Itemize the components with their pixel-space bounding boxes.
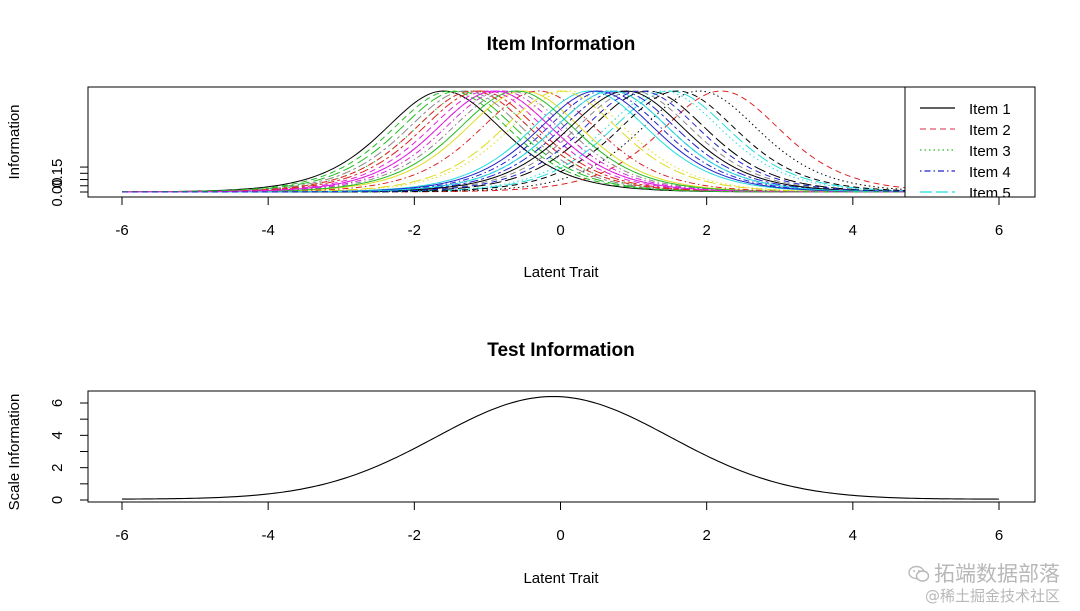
legend-label-item-3: Item 3 xyxy=(969,143,1011,160)
legend-item-3: Item 3 xyxy=(920,143,1011,160)
item-information-title: Item Information xyxy=(487,34,636,55)
legend-item-5: Item 5 xyxy=(920,185,1011,202)
item-curve-20 xyxy=(122,90,999,193)
item-curve-19 xyxy=(121,90,999,193)
item-curve-10 xyxy=(121,90,1000,193)
item-curve-18 xyxy=(121,90,999,193)
item-y-axis: 0.000.15 xyxy=(49,159,89,207)
item-curve-27 xyxy=(122,90,999,193)
test-information-panel: Test Information -6 -4 -2 0 2 4 6 0 2 4 6 Latent … xyxy=(6,340,1036,587)
item-x-tick-label: -4 xyxy=(261,222,274,239)
legend-item-4: Item 4 xyxy=(920,164,1011,181)
legend-label-item-4: Item 4 xyxy=(969,164,1011,181)
legend-box xyxy=(904,86,1036,198)
test-x-tick-label: -4 xyxy=(261,527,274,544)
item-curve-12 xyxy=(122,90,1000,193)
item-curve-32 xyxy=(122,90,1000,193)
item-legend: Item 1 Item 2 Item 3 Item 4 Item 5 xyxy=(904,86,1036,202)
test-y-tick-label: 6 xyxy=(49,399,66,407)
item-curve-31 xyxy=(122,90,1000,193)
item-curve-21 xyxy=(122,90,1000,193)
item-curve-2 xyxy=(122,90,1000,193)
item-x-tick-label: 6 xyxy=(995,222,1003,239)
item-x-tick-label: 4 xyxy=(849,222,857,239)
item-curve-30 xyxy=(121,90,999,193)
item-curve-15 xyxy=(122,90,999,193)
test-x-tick-label: 4 xyxy=(849,527,857,544)
test-x-tick-label: 6 xyxy=(995,527,1003,544)
item-curve-23 xyxy=(122,90,999,193)
test-curve xyxy=(121,395,1000,500)
item-x-axis: -6 -4 -2 0 2 4 6 xyxy=(115,196,1003,239)
item-information-panel: Item Information -6 -4 -2 0 2 4 6 0.000.15 Lat… xyxy=(6,34,1036,281)
legend-item-2: Item 2 xyxy=(920,122,1011,139)
legend-label-item-5: Item 5 xyxy=(969,185,1011,202)
watermark-subtitle: @稀土掘金技术社区 xyxy=(924,587,1060,605)
item-y-tick-label: 0.00 xyxy=(49,177,66,206)
item-curve-5 xyxy=(122,90,1000,193)
item-curve-29 xyxy=(121,90,999,193)
item-curve-28 xyxy=(122,90,999,193)
item-curve-14 xyxy=(122,90,999,193)
legend-label-item-2: Item 2 xyxy=(969,122,1011,139)
legend-item-1: Item 1 xyxy=(920,101,1011,118)
item-curve-6 xyxy=(121,90,999,193)
test-x-tick-label: 0 xyxy=(556,527,564,544)
item-curves xyxy=(121,90,1000,193)
legend-label-item-1: Item 1 xyxy=(969,101,1011,118)
test-y-axis-label: Scale Information xyxy=(6,394,23,511)
wechat-icon xyxy=(908,565,930,582)
item-curve-16 xyxy=(122,90,999,193)
item-curve-26 xyxy=(121,90,999,193)
test-x-tick-label: -2 xyxy=(408,527,421,544)
test-x-tick-label: -6 xyxy=(115,527,128,544)
item-curve-4 xyxy=(122,90,1000,193)
item-curve-17 xyxy=(122,90,1000,193)
item-curve-1 xyxy=(121,90,999,193)
test-y-axis: 0 2 4 6 xyxy=(49,399,89,504)
watermark: 拓端数据部落 @稀土掘金技术社区 xyxy=(908,561,1060,605)
test-y-tick-label: 4 xyxy=(49,431,66,439)
item-curve-3 xyxy=(121,90,999,193)
item-y-axis-label: Information xyxy=(6,104,23,179)
item-curve-25 xyxy=(122,90,1000,193)
item-x-axis-label: Latent Trait xyxy=(523,264,599,281)
test-y-tick-label: 2 xyxy=(49,463,66,471)
item-curve-8 xyxy=(122,90,999,193)
item-curve-9 xyxy=(122,90,1000,193)
item-curve-24 xyxy=(122,90,999,193)
item-x-tick-label: -2 xyxy=(408,222,421,239)
test-information-curve xyxy=(121,395,1000,500)
item-curve-7 xyxy=(122,90,999,193)
item-y-tick-label: 0.15 xyxy=(49,159,66,188)
test-y-tick-label: 0 xyxy=(49,496,66,504)
item-curve-22 xyxy=(121,90,999,193)
test-information-title: Test Information xyxy=(487,340,634,361)
test-x-axis-label: Latent Trait xyxy=(523,570,599,587)
item-curve-11 xyxy=(121,90,999,193)
item-curve-13 xyxy=(122,90,999,193)
watermark-title: 拓端数据部落 xyxy=(934,562,1060,586)
item-x-tick-label: -6 xyxy=(115,222,128,239)
test-plot-frame xyxy=(87,390,1036,503)
item-x-tick-label: 0 xyxy=(556,222,564,239)
test-x-tick-label: 2 xyxy=(702,527,710,544)
test-x-axis: -6 -4 -2 0 2 4 6 xyxy=(115,501,1003,544)
item-x-tick-label: 2 xyxy=(702,222,710,239)
